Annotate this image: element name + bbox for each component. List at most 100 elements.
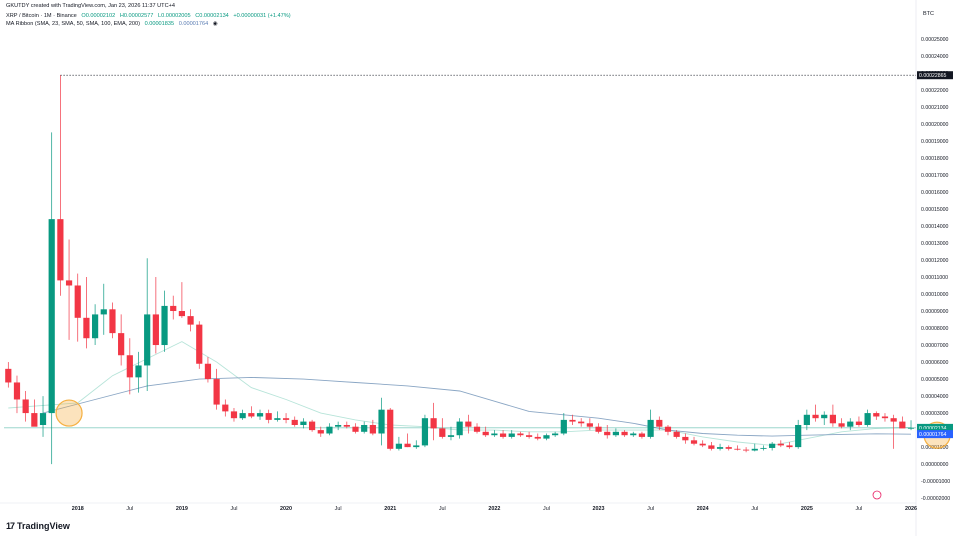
y-tick-label: 0.00015000 <box>921 207 949 213</box>
candle-body <box>421 418 429 446</box>
candle-body <box>57 219 64 281</box>
candle-body <box>39 413 47 425</box>
candle-body <box>352 426 359 432</box>
high-price-label: 0.00022865 <box>919 73 947 79</box>
x-tick-label: 2025 <box>801 506 813 512</box>
event-icon <box>872 490 882 500</box>
candle-body <box>838 423 845 427</box>
candle-body <box>465 421 472 427</box>
candle-body <box>439 428 446 437</box>
candle-body <box>92 314 99 339</box>
candle-body <box>829 414 836 424</box>
candle-body <box>361 424 368 432</box>
candle-body <box>265 413 272 420</box>
candle-body <box>22 399 29 414</box>
candle-body <box>595 426 602 432</box>
y-tick-label: 0.00016000 <box>921 190 949 196</box>
candle-body <box>786 445 793 448</box>
candle-body <box>74 285 81 318</box>
candle-body <box>447 435 455 437</box>
candle-body <box>716 447 724 449</box>
candle-body <box>31 413 38 427</box>
candle-body <box>161 305 168 346</box>
candle-body <box>178 311 185 317</box>
candle-body <box>569 419 576 422</box>
tradingview-logo[interactable]: 17 TradingView <box>6 521 70 531</box>
symbol-name[interactable]: XRP / Bitcoin · 1M · Binance <box>6 13 77 19</box>
y-tick-label: -0.00002000 <box>921 496 950 502</box>
x-tick-label: 2022 <box>488 506 500 512</box>
y-tick-label: 0.00012000 <box>921 258 949 264</box>
candle-body <box>881 416 889 419</box>
candle-body <box>743 449 750 451</box>
candle-body <box>604 431 611 436</box>
ohlc-low: L0.00002005 <box>157 13 191 19</box>
candle-body <box>274 418 281 420</box>
candle-body <box>751 448 758 451</box>
candle-body <box>586 423 593 427</box>
candle-body <box>83 317 90 339</box>
candle-body <box>847 421 854 427</box>
candle-body <box>369 424 376 434</box>
candle-body <box>673 431 680 437</box>
candle-body <box>100 309 107 315</box>
candle-body <box>812 414 819 419</box>
candle-body <box>430 418 437 429</box>
candle-body <box>656 419 663 427</box>
candle-body <box>890 418 897 422</box>
candle-body <box>630 433 637 436</box>
y-tick-label: 0.00014000 <box>921 224 949 230</box>
ma-ribbon-long-line <box>42 376 912 437</box>
candle-body <box>196 324 203 364</box>
candle-body <box>664 426 672 432</box>
candle-body <box>499 433 507 437</box>
ohlc-close: C0.00002134 <box>195 13 229 19</box>
ohlc-change: +0.00000031 (+1.47%) <box>233 13 291 19</box>
candle-body <box>873 413 880 417</box>
ohlc-high: H0.00002577 <box>119 13 154 19</box>
candle-body <box>213 379 220 405</box>
candle-body <box>413 445 420 448</box>
ma2-price-label: 0.00001764 <box>919 432 947 438</box>
candle-body <box>152 314 159 346</box>
ma2-price-label-bg <box>917 430 953 439</box>
y-tick-label: 0.00005000 <box>921 377 949 383</box>
eye-icon[interactable]: ◉ <box>212 21 218 27</box>
y-tick-label: 0.00021000 <box>921 105 949 111</box>
candle-body <box>612 431 619 436</box>
symbol-legend[interactable]: XRP / Bitcoin · 1M · Binance O0.00002102… <box>6 13 294 19</box>
x-tick-label: 2021 <box>384 506 396 512</box>
candle-body <box>309 421 316 431</box>
x-tick-label: 2023 <box>593 506 605 512</box>
candle-body <box>855 421 863 425</box>
candle-body <box>230 411 238 419</box>
candle-body <box>395 443 402 449</box>
candle-body <box>300 421 307 425</box>
x-tick-label: Jul <box>439 506 446 512</box>
x-tick-label: 2019 <box>176 506 188 512</box>
y-tick-label: 0.00010000 <box>921 292 949 298</box>
candle-body <box>317 430 324 434</box>
candle-body <box>777 443 784 446</box>
y-tick-label: 0.00020000 <box>921 122 949 128</box>
y-tick-label: 0.00011000 <box>921 275 948 281</box>
candle-body <box>456 421 463 436</box>
y-tick-label: 0.00000000 <box>921 462 949 468</box>
candle-body <box>135 365 142 378</box>
candle-body <box>48 219 55 414</box>
candle-body <box>734 448 741 450</box>
indicator-legend[interactable]: MA Ribbon (SMA, 23, SMA, 50, SMA, 100, E… <box>6 21 221 27</box>
y-tick-label: 0.00007000 <box>921 343 949 349</box>
indicator-name[interactable]: MA Ribbon (SMA, 23, SMA, 50, SMA, 100, E… <box>6 21 140 27</box>
candle-body <box>725 447 732 449</box>
x-tick-label: 2020 <box>280 506 292 512</box>
highlight-circle <box>55 399 83 427</box>
candle-body <box>335 424 342 427</box>
x-tick-label: Jul <box>751 506 758 512</box>
candle-body <box>803 414 810 425</box>
y-tick-label: 0.00003000 <box>921 411 949 417</box>
candle-body <box>543 435 550 439</box>
candle-body <box>204 363 212 380</box>
candle-body <box>769 443 776 448</box>
